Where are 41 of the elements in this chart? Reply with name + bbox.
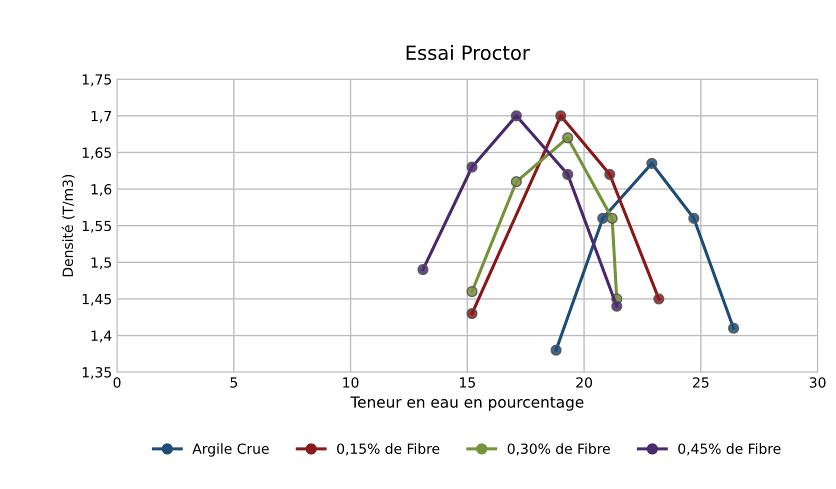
y-tick-label: 1,75 xyxy=(82,74,111,86)
point xyxy=(562,168,574,180)
x-tick-label: 0 xyxy=(114,377,121,388)
x-tick-label: 15 xyxy=(460,377,475,388)
point xyxy=(597,212,608,224)
y-tick-label: 1,4 xyxy=(92,330,112,342)
x-tick-label: 30 xyxy=(810,377,826,388)
point xyxy=(728,322,740,334)
point xyxy=(606,212,618,224)
y-tick-label: 1,7 xyxy=(92,110,111,123)
x-tick-label: 25 xyxy=(693,377,708,388)
x-tick-label: 5 xyxy=(230,377,238,388)
point xyxy=(604,168,616,180)
point xyxy=(510,110,522,122)
chart-title: Essai Proctor xyxy=(406,45,530,60)
y-tick-label: 1,6 xyxy=(92,184,112,196)
y-tick-label: 1,55 xyxy=(82,220,111,233)
point xyxy=(466,162,478,173)
legend-label: Argile Crue xyxy=(192,443,269,457)
point xyxy=(611,300,622,312)
legend-label: 0,30% de Fibre xyxy=(508,443,610,456)
point xyxy=(466,286,478,298)
point xyxy=(550,344,562,356)
x-tick-label: 20 xyxy=(576,377,592,388)
point xyxy=(653,293,664,304)
point xyxy=(466,308,478,320)
y-tick-label: 1,65 xyxy=(82,147,111,160)
point xyxy=(562,132,574,144)
x-tick-label: 10 xyxy=(343,377,358,388)
y-axis-title: Densité (T/m3) xyxy=(62,174,75,276)
legend-label: 0,45% de Fibre xyxy=(678,443,781,456)
y-tick-label: 1,45 xyxy=(82,294,111,306)
point xyxy=(510,176,522,188)
y-tick-label: 1,35 xyxy=(82,367,111,380)
y-tick-label: 1,5 xyxy=(92,257,111,270)
legend-label: 0,15% de Fibre xyxy=(337,443,440,456)
point xyxy=(646,158,658,169)
point xyxy=(688,212,700,224)
point xyxy=(555,110,566,122)
point xyxy=(417,264,429,276)
x-axis-title: Teneur en eau en pourcentage xyxy=(350,396,584,411)
